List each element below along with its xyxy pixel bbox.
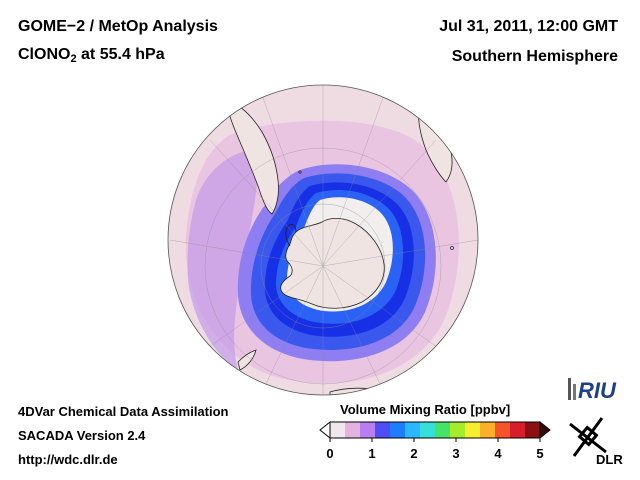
colorbar-tick-label: 5 [536,446,543,461]
dlr-logo-text: DLR [596,452,623,467]
footer-version: SACADA Version 2.4 [18,428,146,443]
colorbar-cell [465,422,481,438]
colorbar-cell [330,422,346,438]
dlr-logo: DLR [569,417,623,467]
colorbar-high-arrow [539,420,551,440]
footer-method: 4DVar Chemical Data Assimilation [18,404,229,419]
colorbar-tick-label: 4 [494,446,502,461]
colorbar-cell [510,422,526,438]
colorbar-cell [360,422,376,438]
western-purple-tongue [187,150,258,370]
hemisphere-label: Southern Hemisphere [451,48,618,65]
colorbar-cell [390,422,406,438]
antarctic-peninsula [285,224,297,247]
species-subscript: 2 [70,53,77,65]
colorbar-cell [375,422,391,438]
colorbar-cell [480,422,496,438]
island [298,170,302,174]
antarctica-land [280,218,385,309]
colorbar-cell [345,422,361,438]
riu-logo-bar [573,384,576,400]
colorbar-frame [329,421,541,439]
colorbar-cell [435,422,451,438]
title-line-2: ClONO2 at 55.4 hPa [18,46,165,65]
footer-url: http://wdc.dlr.de [18,452,118,467]
riu-logo: RIU [568,378,617,403]
graticule-meridians [169,85,478,395]
colorbar-tick-label: 0 [326,446,333,461]
analysis-date: Jul 31, 2011, 12:00 GMT [439,18,618,35]
colorbar-cell [495,422,511,438]
species-name: ClONO [18,46,71,63]
riu-logo-text: RIU [578,378,617,403]
dlr-logo-mark [569,417,607,457]
south-america-land [225,99,279,215]
colorbar-title: Volume Mixing Ratio [ppbv] [340,402,511,417]
colorbar-cell [450,422,466,438]
colorbar-cell [405,422,421,438]
globe-outline [167,84,479,396]
title-line-1: GOME−2 / MetOp Analysis [18,18,218,35]
colorbar-cell [420,422,436,438]
colorbar: 0 1 2 3 4 5 [319,420,551,461]
colorbar-tick-label: 1 [368,446,375,461]
island [450,246,454,250]
colorbar-tick-label: 2 [410,446,417,461]
colorbar-low-arrow [319,420,331,440]
colorbar-cell [525,422,541,438]
pressure-level: at 55.4 hPa [76,46,165,63]
riu-logo-bar [568,378,571,400]
colorbar-tick-label: 3 [452,446,459,461]
new-zealand-land [237,349,257,371]
